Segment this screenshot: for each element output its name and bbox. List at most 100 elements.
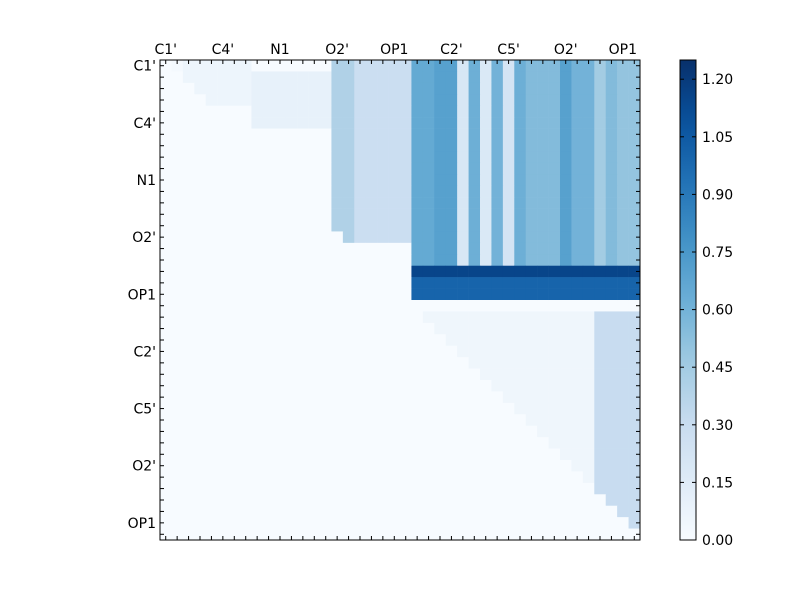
heatmap-cell <box>354 448 367 461</box>
heatmap-cell <box>525 140 538 152</box>
heatmap-cell <box>605 345 618 358</box>
heatmap-cell <box>377 460 389 472</box>
heatmap-cell <box>171 105 184 118</box>
heatmap-cell <box>525 380 538 392</box>
heatmap-cell <box>594 220 607 232</box>
heatmap-cell <box>468 357 481 369</box>
heatmap-cell <box>571 368 584 381</box>
heatmap-cell <box>491 425 504 438</box>
heatmap-cell <box>354 277 367 289</box>
heatmap-cell <box>194 94 207 107</box>
heatmap-cell <box>594 265 607 278</box>
heatmap-cell <box>571 437 584 449</box>
heatmap-cell <box>400 151 412 164</box>
heatmap-cell <box>628 460 641 472</box>
heatmap-cell <box>342 300 355 312</box>
heatmap-cell <box>537 71 549 84</box>
heatmap-cell <box>377 334 389 347</box>
heatmap-cell <box>354 391 367 404</box>
heatmap-cell <box>262 437 275 449</box>
heatmap-cell <box>342 345 355 358</box>
heatmap-cell <box>194 151 207 164</box>
heatmap-cell <box>571 231 584 244</box>
heatmap-cell <box>308 220 321 232</box>
heatmap-cell <box>411 448 424 461</box>
heatmap-cell <box>171 471 184 484</box>
heatmap-cell <box>560 185 572 198</box>
heatmap-cell <box>445 311 458 324</box>
heatmap-cell <box>571 528 584 541</box>
heatmap-cell <box>262 60 275 72</box>
heatmap-cell <box>171 265 184 278</box>
heatmap-cell <box>594 197 607 209</box>
heatmap-cell <box>548 414 561 427</box>
heatmap-cell <box>411 322 424 335</box>
heatmap-cell <box>605 197 618 209</box>
heatmap-cell <box>411 117 424 129</box>
heatmap-cell <box>217 300 229 312</box>
heatmap-cell <box>445 71 458 84</box>
heatmap-cell <box>514 128 527 141</box>
heatmap-cell <box>308 71 321 84</box>
heatmap-cell <box>320 288 332 301</box>
heatmap-cell <box>548 242 561 255</box>
heatmap-cell <box>251 391 264 404</box>
heatmap-cell <box>388 494 401 507</box>
heatmap-cell <box>194 71 207 84</box>
heatmap-cell <box>251 82 264 95</box>
heatmap-cell <box>537 277 549 289</box>
heatmap-cell <box>582 151 595 164</box>
heatmap-cell <box>262 517 275 529</box>
heatmap-cell <box>285 528 298 541</box>
heatmap-cell <box>194 105 207 118</box>
heatmap-cell <box>182 494 195 507</box>
heatmap-cell <box>605 322 618 335</box>
heatmap-cell <box>445 300 458 312</box>
heatmap-cell <box>434 448 447 461</box>
heatmap-cell <box>537 437 549 449</box>
heatmap-cell <box>274 322 287 335</box>
heatmap-cell <box>525 208 538 221</box>
heatmap-cell <box>354 220 367 232</box>
heatmap-cell <box>331 357 344 369</box>
heatmap-cell <box>422 414 435 427</box>
heatmap-cell <box>445 277 458 289</box>
heatmap-cell <box>240 482 252 495</box>
heatmap-cell <box>594 277 607 289</box>
heatmap-cell <box>617 265 629 278</box>
colorbar-tick-label: 0.60 <box>702 303 733 319</box>
heatmap-cell <box>502 391 515 404</box>
heatmap-cell <box>331 460 344 472</box>
heatmap-cell <box>491 265 504 278</box>
heatmap-cell <box>457 288 469 301</box>
heatmap-cell <box>354 311 367 324</box>
heatmap-cell <box>594 334 607 347</box>
heatmap-cell <box>308 357 321 369</box>
heatmap-cell <box>240 380 252 392</box>
heatmap-cell <box>560 505 572 518</box>
heatmap-cell <box>285 208 298 221</box>
heatmap-cell <box>240 471 252 484</box>
heatmap-cell <box>320 105 332 118</box>
heatmap-cell <box>331 82 344 95</box>
heatmap-cell <box>240 300 252 312</box>
heatmap-cell <box>377 60 389 72</box>
heatmap-cell <box>480 380 492 392</box>
heatmap-cell <box>274 448 287 461</box>
heatmap-cell <box>308 140 321 152</box>
heatmap-cell <box>320 277 332 289</box>
colorbar <box>680 60 696 540</box>
heatmap-cell <box>400 117 412 129</box>
heatmap-cell <box>400 162 412 175</box>
heatmap-cell <box>605 265 618 278</box>
heatmap-cell <box>537 300 549 312</box>
heatmap-cell <box>262 94 275 107</box>
heatmap-cell <box>548 82 561 95</box>
heatmap-cell <box>422 448 435 461</box>
heatmap-cell <box>274 505 287 518</box>
heatmap-cell <box>160 311 172 324</box>
heatmap-cell <box>388 254 401 267</box>
heatmap-cell <box>468 197 481 209</box>
heatmap-cell <box>605 140 618 152</box>
heatmap-cell <box>308 185 321 198</box>
